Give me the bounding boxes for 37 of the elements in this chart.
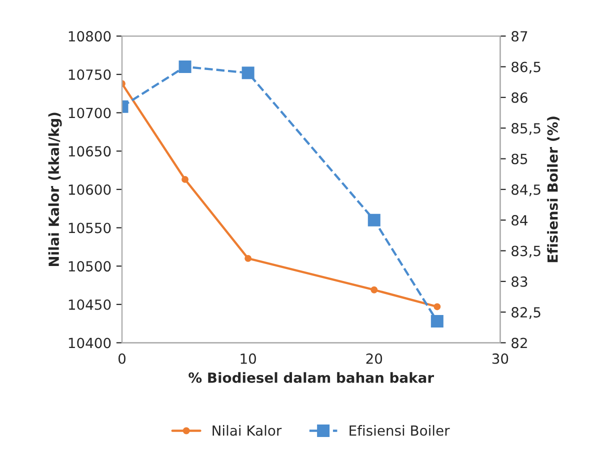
y2-tick-label: 86,5: [512, 62, 540, 74]
x-tick-label: 30: [492, 353, 508, 364]
y2-tick-label: 83: [512, 276, 528, 287]
y2-axis-title: Efisiensi Boiler (%): [547, 116, 560, 262]
y-axis-title: Nilai Kalor (kkal/kg): [48, 112, 62, 266]
y2-tick-label: 82: [512, 338, 527, 348]
x-tick-label: 20: [366, 353, 382, 364]
y2-tick-label: 82,5: [512, 307, 540, 319]
x-tick-label: 10: [240, 353, 256, 364]
y-tick-label: 10400: [68, 338, 111, 348]
point: [368, 214, 380, 226]
y2-tick-label: 85: [512, 154, 528, 164]
point: [182, 176, 189, 183]
y2-tick-label: 84: [512, 215, 528, 226]
y-tick-label: 10550: [68, 222, 111, 234]
y-tick-label: 10700: [68, 108, 111, 118]
y-tick-label: 10450: [68, 299, 111, 310]
point: [242, 66, 254, 80]
point: [434, 303, 441, 310]
point: [370, 286, 378, 294]
point: [244, 254, 252, 262]
y2-tick-label: 84,5: [512, 184, 540, 196]
y2-tick-label: 87: [512, 31, 528, 42]
legend-label: Efisiensi Boiler: [350, 425, 450, 436]
y-tick-label: 10750: [68, 69, 111, 80]
y2-tick-label: 85,5: [512, 123, 540, 135]
x-axis-title: % Biodiesel dalam bahan bakar: [188, 372, 434, 383]
y-tick-label: 10800: [68, 31, 111, 42]
point: [178, 60, 192, 73]
y-tick-label: 10500: [68, 261, 111, 272]
y2-tick-label: 83,5: [512, 246, 540, 258]
y-tick-label: 10600: [68, 184, 111, 195]
x-tick-label: 0: [118, 353, 126, 364]
y2-tick-label: 86: [512, 92, 528, 103]
y-tick-label: 10650: [68, 146, 111, 157]
legend-label: Nilai Kalor: [212, 425, 282, 436]
point: [430, 315, 444, 328]
